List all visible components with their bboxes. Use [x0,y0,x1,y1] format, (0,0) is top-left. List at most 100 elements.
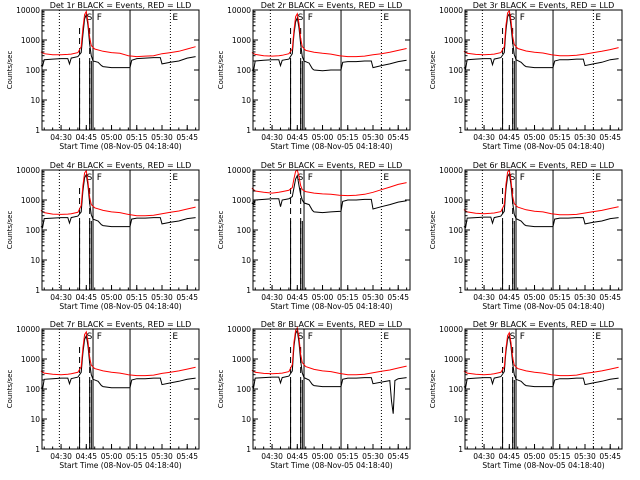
y-tick-label: 10 [30,96,40,105]
series-line-events [40,334,196,390]
y-tick-label: 1000 [21,196,40,205]
y-tick-label: 1000 [232,196,251,205]
y-tick-label: 100 [26,226,41,235]
y-axis-label: Counts/sec [217,370,225,409]
plot-frame [464,328,623,450]
y-tick-label: 10000 [16,166,40,175]
plot-frame [41,169,200,291]
series-line-events [463,333,619,389]
y-axis-label: Counts/sec [6,370,14,409]
marker-label-f: F [520,332,525,342]
x-tick-label: 05:45 [599,452,621,461]
series-line-lld [251,326,407,376]
y-tick-label: 10000 [227,166,251,175]
marker-label-e: E [383,13,389,23]
x-axis-label: Start Time (08-Nov-05 04:18:40) [482,461,604,470]
marker-label-f: F [520,13,525,23]
marker-label-e: E [172,13,178,23]
series-line-lld [463,9,619,57]
chart-title: Det 9r BLACK = Events, RED = LLD [473,320,615,329]
y-tick-label: 10 [453,256,463,265]
y-tick-label: 10000 [439,166,463,175]
marker-label-s: S [87,13,93,23]
y-tick-label: 10000 [16,325,40,334]
plot-frame [464,169,623,291]
marker-label-e: E [172,173,178,183]
y-tick-label: 1 [246,286,251,295]
marker-label-s: S [87,332,93,342]
y-axis-label: Counts/sec [217,51,225,90]
y-tick-label: 10 [453,96,463,105]
y-tick-label: 100 [237,66,252,75]
x-tick-label: 04:45 [75,293,97,302]
x-tick-label: 04:45 [498,452,520,461]
x-tick-label: 05:30 [574,452,596,461]
x-tick-label: 05:15 [126,452,148,461]
x-tick-label: 05:30 [362,133,384,142]
x-axis-label: Start Time (08-Nov-05 04:18:40) [482,302,604,311]
series-line-events [251,174,407,214]
x-axis-label: Start Time (08-Nov-05 04:18:40) [59,142,181,151]
marker-label-f: F [308,173,313,183]
marker-label-s: S [510,332,516,342]
x-tick-label: 05:30 [362,452,384,461]
chart-title: Det 2r BLACK = Events, RED = LLD [261,1,403,10]
marker-label-s: S [510,13,516,23]
x-tick-label: 04:30 [473,293,495,302]
y-axis-label: Counts/sec [217,211,225,250]
series-line-events [251,328,407,414]
y-axis-label: Counts/sec [429,51,437,90]
x-tick-label: 05:15 [126,133,148,142]
x-axis-label: Start Time (08-Nov-05 04:18:40) [59,461,181,470]
x-tick-label: 05:45 [176,293,198,302]
chart-title: Det 6r BLACK = Events, RED = LLD [473,161,615,170]
marker-label-e: E [383,173,389,183]
x-tick-label: 05:30 [362,293,384,302]
marker-label-e: E [595,173,601,183]
x-tick-label: 05:30 [151,452,173,461]
x-tick-label: 04:45 [498,293,520,302]
x-tick-label: 04:45 [75,452,97,461]
x-tick-label: 05:00 [101,452,123,461]
x-axis-label: Start Time (08-Nov-05 04:18:40) [59,302,181,311]
x-tick-label: 05:45 [387,133,409,142]
x-tick-label: 05:30 [151,293,173,302]
chart-title: Det 5r BLACK = Events, RED = LLD [261,161,403,170]
series-line-events [463,12,619,70]
y-tick-label: 1 [458,445,463,454]
marker-label-f: F [520,173,525,183]
plot-frame [252,328,411,450]
y-tick-label: 10 [453,415,463,424]
plot-frame [464,9,623,131]
y-tick-label: 100 [26,66,41,75]
marker-label-f: F [97,173,102,183]
x-axis-label: Start Time (08-Nov-05 04:18:40) [270,461,392,470]
y-tick-label: 10000 [439,6,463,15]
series-line-lld [463,168,619,216]
marker-label-e: E [172,332,178,342]
y-tick-label: 1000 [444,36,463,45]
y-tick-label: 1 [246,126,251,135]
y-tick-label: 100 [449,226,464,235]
y-axis-label: Counts/sec [6,51,14,90]
y-tick-label: 1 [35,286,40,295]
y-tick-label: 100 [449,385,464,394]
chart-title: Det 4r BLACK = Events, RED = LLD [50,161,192,170]
series-line-lld [251,169,407,197]
x-tick-label: 05:15 [126,293,148,302]
x-axis-label: Start Time (08-Nov-05 04:18:40) [270,302,392,311]
series-line-lld [40,330,196,377]
y-tick-label: 1000 [21,355,40,364]
y-tick-label: 10 [30,415,40,424]
marker-label-s: S [87,173,93,183]
x-tick-label: 05:30 [151,133,173,142]
y-tick-label: 1 [458,286,463,295]
marker-label-s: S [298,332,304,342]
x-tick-label: 05:15 [337,133,359,142]
marker-label-f: F [97,13,102,23]
series-line-lld [463,331,619,377]
